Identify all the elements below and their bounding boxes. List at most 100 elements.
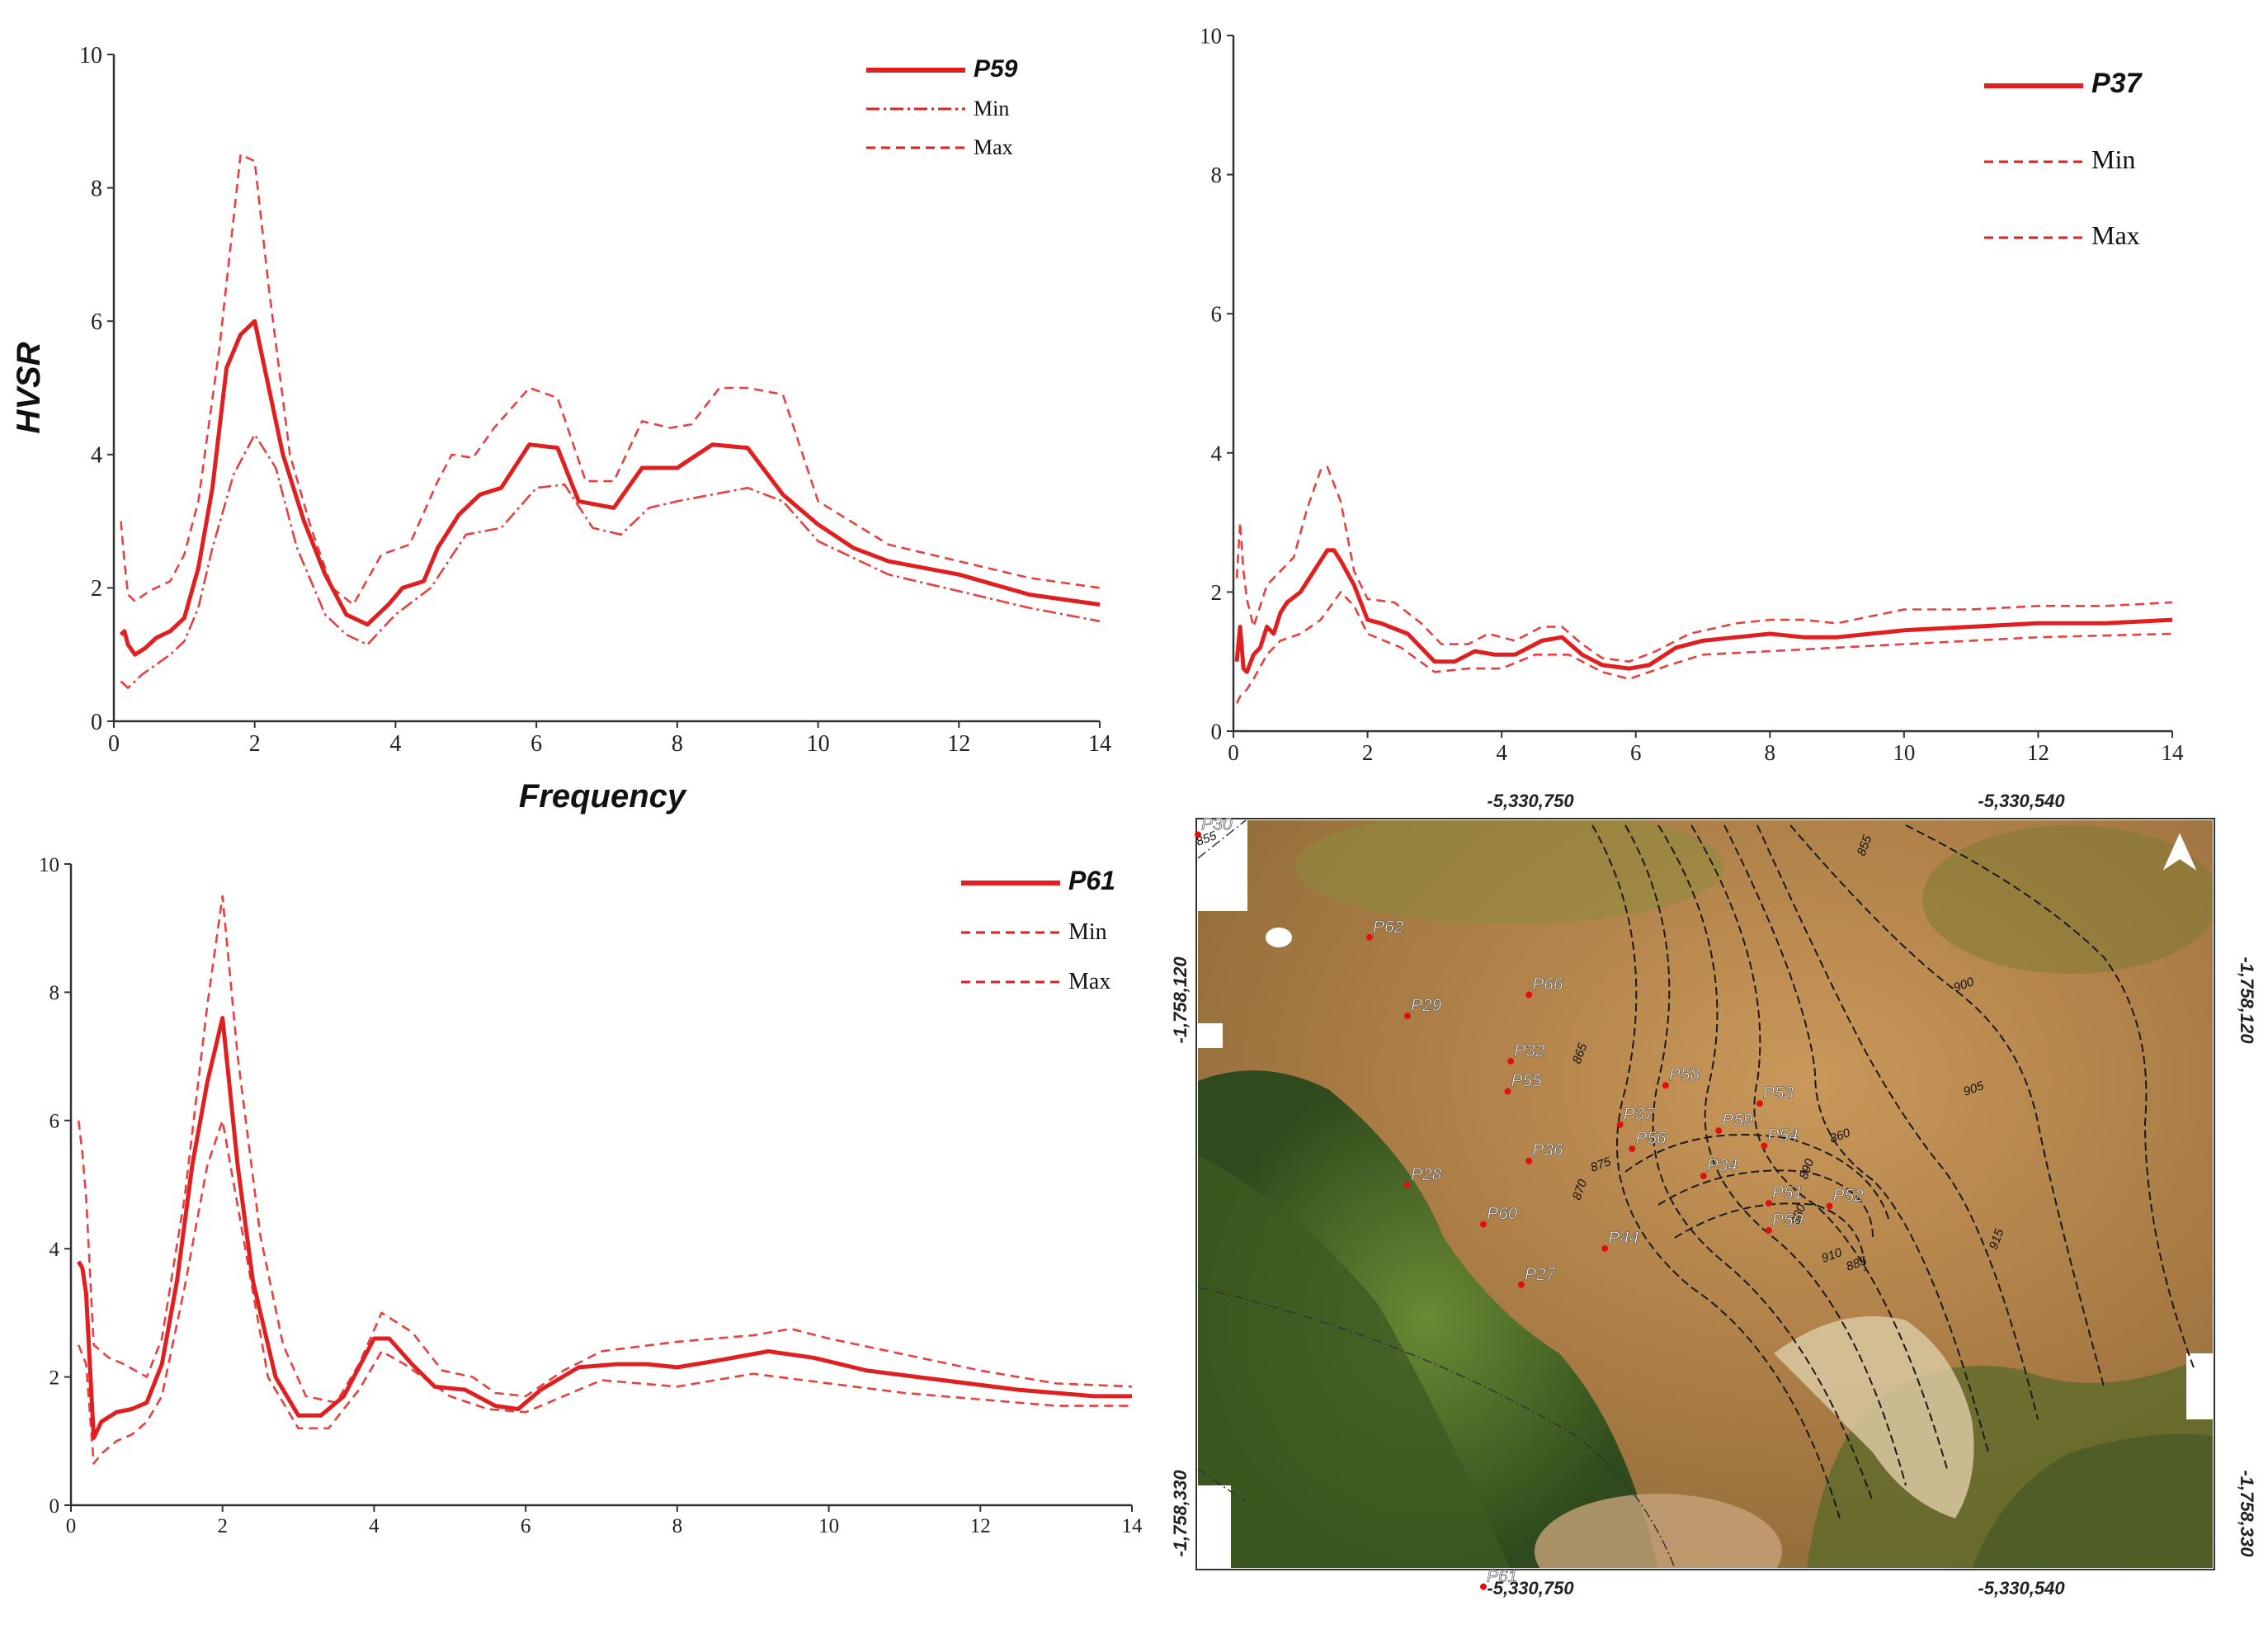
point-marker-p32: [1507, 1057, 1515, 1065]
y-tick-label: 8: [1211, 163, 1223, 187]
x-tick-label: 2: [217, 1515, 228, 1537]
x-tick-label: 12: [947, 731, 970, 757]
y-tick-label: 10: [39, 854, 59, 876]
x-tick-label: 6: [521, 1515, 531, 1537]
chart-p61: 0 2 4 6 8 10 12 14 0 2 4 6 8 10 P61 Min Max: [39, 854, 1143, 1537]
point-marker-p29: [1404, 1013, 1411, 1020]
x-tick-label: 2: [249, 731, 261, 757]
bottom-coord-2: -5,330,540: [1978, 1578, 2065, 1598]
point-marker-p60: [1480, 1221, 1487, 1228]
x-tick-label: 0: [1228, 740, 1239, 765]
x-tick-label: 14: [1122, 1515, 1143, 1537]
point-marker-p59: [1715, 1127, 1723, 1135]
point-label-p60: P60: [1487, 1205, 1518, 1224]
legend-label-p37: P37: [2091, 68, 2143, 99]
point-label-p51: P51: [1772, 1183, 1803, 1202]
point-marker-p53: [1756, 1100, 1763, 1107]
point-label-p36: P36: [1532, 1141, 1563, 1160]
right-coord-2: -1,758,330: [2237, 1470, 2257, 1557]
point-marker-p34: [1700, 1173, 1707, 1180]
y-tick-label: 10: [1200, 23, 1222, 48]
top-coord-2: -5,330,540: [1978, 791, 2065, 811]
point-label-p32: P32: [1514, 1041, 1545, 1060]
series-line-max: [120, 153, 1101, 606]
point-marker-p52: [1826, 1202, 1833, 1210]
point-marker-p56: [1629, 1145, 1636, 1153]
x-tick-label: 6: [530, 731, 542, 757]
y-tick-label: 6: [50, 1111, 60, 1133]
x-tick-label: 0: [108, 731, 120, 757]
x-tick-label: 6: [1630, 740, 1642, 765]
point-marker-p61: [1480, 1583, 1487, 1590]
x-tick-label: 10: [818, 1515, 839, 1537]
point-label-p54: P54: [1767, 1126, 1798, 1145]
legend-label-p61: P61: [1068, 866, 1115, 895]
x-axis-label: Frequency: [519, 778, 687, 814]
point-marker-p55: [1504, 1088, 1511, 1095]
edge-lines: [1197, 819, 1676, 1569]
x-tick-label: 4: [1496, 740, 1507, 765]
series-line-min: [1235, 591, 2173, 704]
contour-lines: [1591, 824, 2195, 1519]
legend-label-min: Min: [1068, 919, 1107, 945]
legend-label-min: Min: [974, 97, 1009, 120]
point-marker-p50: [1765, 1226, 1772, 1234]
series-line-min: [77, 1119, 1132, 1465]
point-label-p66: P66: [1532, 975, 1563, 994]
legend-label-max: Max: [974, 135, 1013, 159]
x-tick-label: 12: [970, 1515, 991, 1537]
point-label-p53: P53: [1763, 1084, 1794, 1103]
y-tick-label: 6: [1211, 302, 1223, 327]
x-tick-label: 2: [1362, 740, 1374, 765]
point-marker-p27: [1518, 1281, 1525, 1288]
point-label-p44: P44: [1608, 1229, 1639, 1248]
chart-p59: 0 2 4 6 8 10 12 14 0 2 4 6 8 10 Frequency HVSR P59 Min Max: [11, 43, 1111, 814]
x-tick-label: 8: [672, 731, 683, 757]
point-label-p61: P61: [1487, 1567, 1517, 1586]
series-line-p59: [119, 319, 1101, 657]
x-tick-label: 8: [672, 1515, 683, 1537]
point-label-p59: P59: [1722, 1111, 1753, 1130]
y-tick-label: 10: [79, 43, 102, 68]
y-tick-label: 4: [50, 1239, 60, 1261]
x-tick-label: 0: [66, 1515, 77, 1537]
y-tick-label: 0: [1211, 719, 1223, 744]
x-tick-label: 4: [389, 731, 401, 757]
point-label-p55: P55: [1511, 1072, 1542, 1091]
series-line-p37: [1234, 548, 2173, 674]
y-tick-label: 4: [91, 443, 102, 469]
point-label-p52: P52: [1833, 1187, 1865, 1206]
point-marker-p44: [1601, 1244, 1609, 1252]
y-tick-label: 8: [50, 982, 60, 1004]
point-label-p56: P56: [1635, 1129, 1667, 1148]
y-tick-label: 2: [91, 576, 102, 602]
y-tick-label: 0: [50, 1495, 60, 1518]
point-label-p34: P34: [1707, 1156, 1738, 1175]
left-coord-2: -1,758,330: [1170, 1470, 1191, 1557]
y-tick-label: 6: [91, 309, 102, 335]
north-arrow-icon: [2162, 833, 2197, 871]
point-marker-p66: [1525, 991, 1533, 999]
x-tick-label: 8: [1765, 740, 1776, 765]
chart-p37: 0 2 4 6 8 10 12 14 0 2 4 6 8 10 P37 Min Max: [1200, 23, 2184, 765]
point-marker-p36: [1525, 1157, 1533, 1164]
series-line-min: [120, 433, 1101, 689]
point-marker-p62: [1366, 933, 1373, 941]
y-tick-label: 8: [91, 176, 102, 201]
map-frame: [1195, 818, 2215, 1570]
point-marker-p54: [1761, 1142, 1768, 1150]
y-tick-label: 2: [50, 1367, 60, 1389]
bottom-coord-1: -5,330,750: [1487, 1578, 1574, 1598]
y-axis-label: HVSR: [11, 342, 47, 433]
point-label-p50: P50: [1772, 1211, 1804, 1230]
x-tick-label: 10: [1893, 740, 1915, 765]
point-label-p28: P28: [1411, 1165, 1442, 1184]
top-coord-1: -5,330,750: [1487, 791, 1574, 811]
series-line-max: [1235, 465, 2173, 663]
series-line-p61: [77, 1016, 1132, 1440]
survey-points: P30 P62 P66 P29 P32 P55 P58 P53 P37 P59 P56 P54 P36 P…: [1195, 814, 1865, 1590]
y-tick-label: 0: [91, 710, 102, 735]
aerial-image: [1198, 820, 2213, 1568]
x-tick-label: 10: [807, 731, 830, 757]
